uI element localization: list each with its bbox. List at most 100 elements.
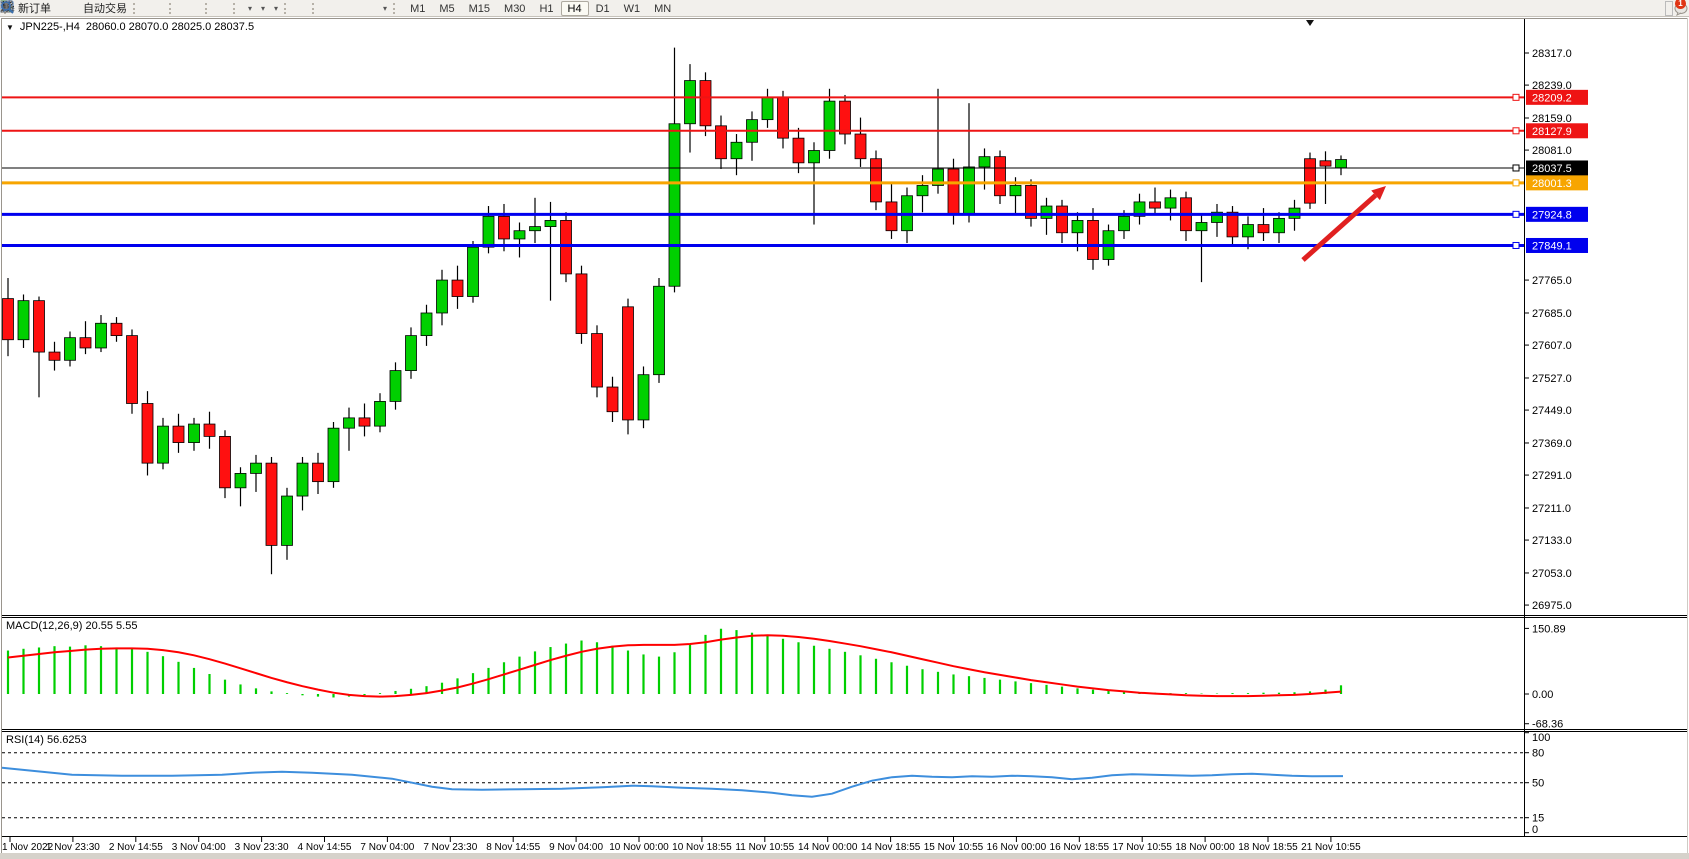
bar-chart-button[interactable] (0, 1, 151, 16)
svg-text:9 Nov 04:00: 9 Nov 04:00 (549, 842, 603, 853)
zoom-in-button[interactable] (0, 0, 187, 16)
chevron-down-icon: ▾ (383, 3, 388, 13)
svg-text:27685.0: 27685.0 (1532, 308, 1572, 320)
svg-text:15: 15 (1532, 813, 1544, 825)
svg-text:18 Nov 00:00: 18 Nov 00:00 (1175, 842, 1235, 853)
svg-text:28127.9: 28127.9 (1532, 126, 1572, 138)
svg-text:80: 80 (1532, 748, 1544, 760)
text-tool-button[interactable]: A (2, 0, 370, 16)
window-menu-icon[interactable]: ▼ (6, 22, 14, 32)
svg-text:3 Nov 04:00: 3 Nov 04:00 (172, 842, 226, 853)
signals-button[interactable] (1, 1, 79, 16)
svg-text:28001.3: 28001.3 (1532, 178, 1572, 190)
svg-text:27211.0: 27211.0 (1532, 503, 1571, 515)
svg-text:28159.0: 28159.0 (1532, 113, 1572, 125)
indicators-button[interactable]: ▾ (0, 1, 256, 16)
auto-scroll-button[interactable] (0, 1, 223, 16)
timeframe-mn-button[interactable]: MN (647, 1, 678, 16)
svg-text:8 Nov 14:55: 8 Nov 14:55 (486, 842, 540, 853)
line-chart-button[interactable] (0, 1, 167, 16)
notification-badge: 1 (1675, 0, 1686, 9)
svg-text:10 Nov 00:00: 10 Nov 00:00 (609, 842, 669, 853)
new-order-button[interactable]: 新订单 (0, 0, 55, 16)
svg-text:21 Nov 10:55: 21 Nov 10:55 (1301, 842, 1361, 853)
text-label-tool-button[interactable]: T (0, 1, 378, 16)
toolbar-grip[interactable] (169, 2, 175, 14)
svg-text:27849.1: 27849.1 (1532, 240, 1572, 252)
equidistant-channel-tool-button[interactable]: E (0, 1, 354, 16)
toolbar-grip[interactable] (205, 2, 211, 14)
svg-text:1 Nov 2022: 1 Nov 2022 (2, 842, 54, 853)
svg-text:16 Nov 18:55: 16 Nov 18:55 (1050, 842, 1110, 853)
svg-text:4 Nov 14:55: 4 Nov 14:55 (298, 842, 352, 853)
vertical-line-tool-button[interactable] (4, 1, 330, 16)
macd-pane[interactable] (2, 618, 1524, 729)
periods-button[interactable]: ▾ (0, 0, 269, 16)
fibonacci-tool-button[interactable]: F (1, 1, 362, 16)
svg-text:3 Nov 23:30: 3 Nov 23:30 (235, 842, 289, 853)
svg-text:F: F (11, 9, 15, 14)
svg-text:14 Nov 18:55: 14 Nov 18:55 (861, 842, 921, 853)
main-chart-pane[interactable] (2, 19, 1524, 615)
svg-text:11 Nov 10:55: 11 Nov 10:55 (735, 842, 794, 853)
svg-text:7 Nov 23:30: 7 Nov 23:30 (423, 842, 477, 853)
timeframe-h4-button[interactable]: H4 (560, 0, 589, 16)
trendline-tool-button[interactable] (0, 0, 346, 16)
crosshair-tool-button[interactable] (1, 1, 310, 16)
svg-text:17 Nov 10:55: 17 Nov 10:55 (1112, 842, 1172, 853)
svg-text:28081.0: 28081.0 (1532, 145, 1572, 157)
templates-button[interactable]: ▾ (0, 1, 282, 16)
svg-text:26975.0: 26975.0 (1532, 600, 1572, 612)
svg-text:28209.2: 28209.2 (1532, 92, 1572, 104)
horizontal-line-tool-button[interactable] (1, 1, 338, 16)
toolbar-grip[interactable] (312, 2, 318, 14)
arrows-tool-button[interactable]: ▾ (1, 1, 391, 16)
search-button[interactable] (1, 0, 1673, 16)
cursor-tool-button[interactable] (3, 1, 302, 16)
chart-shift-button[interactable] (0, 1, 231, 16)
search-icon (1, 1, 14, 14)
timeframe-m1-button[interactable]: M1 (403, 1, 432, 16)
candlestick-chart-button[interactable] (0, 1, 159, 16)
svg-text:14 Nov 00:00: 14 Nov 00:00 (798, 842, 858, 853)
time-axis[interactable] (2, 837, 1524, 853)
toolbar-grip[interactable] (393, 2, 399, 14)
macd-indicator-label: MACD(12,26,9) 20.55 5.55 (6, 620, 138, 632)
timeframe-m15-button[interactable]: M15 (462, 1, 497, 16)
svg-text:27527.0: 27527.0 (1532, 373, 1572, 385)
svg-text:28239.0: 28239.0 (1532, 80, 1572, 92)
svg-text:2 Nov 14:55: 2 Nov 14:55 (109, 842, 163, 853)
rsi-pane[interactable] (2, 732, 1524, 836)
timeframe-d1-button[interactable]: D1 (589, 1, 617, 16)
toolbar-grip[interactable] (233, 2, 239, 14)
zoom-out-button[interactable] (0, 0, 195, 16)
svg-text:1 Nov 23:30: 1 Nov 23:30 (46, 842, 100, 853)
autotrading-button[interactable]: 自动交易 (0, 0, 131, 16)
timeframe-m30-button[interactable]: M30 (497, 1, 532, 16)
svg-text:7 Nov 04:00: 7 Nov 04:00 (360, 842, 414, 853)
toolbar-grip[interactable] (284, 2, 290, 14)
timeframe-m5-button[interactable]: M5 (432, 1, 461, 16)
svg-text:0: 0 (1532, 824, 1538, 836)
charts-window-button[interactable] (0, 1, 71, 16)
chevron-down-icon: ▾ (274, 3, 279, 13)
svg-text:50: 50 (1532, 778, 1544, 790)
timeframe-w1-button[interactable]: W1 (617, 1, 648, 16)
svg-text:15 Nov 10:55: 15 Nov 10:55 (924, 842, 984, 853)
svg-text:28317.0: 28317.0 (1532, 48, 1572, 60)
chevron-down-icon: ▾ (261, 3, 266, 13)
community-button[interactable]: 1 (1673, 0, 1688, 16)
svg-text:150.89: 150.89 (1532, 623, 1566, 635)
ohlc-quote-label: 28060.0 28070.0 28025.0 28037.5 (85, 21, 255, 33)
svg-text:27133.0: 27133.0 (1532, 535, 1572, 547)
symbol-period-label: JPN225-,H4 (19, 21, 80, 33)
timeframe-h1-button[interactable]: H1 (532, 1, 560, 16)
tile-windows-button[interactable] (0, 0, 203, 16)
toolbar-grip[interactable] (133, 2, 139, 14)
chevron-down-icon: ▾ (248, 3, 253, 13)
styler-button[interactable] (0, 0, 63, 16)
price-axis[interactable] (1524, 19, 1594, 836)
svg-text:27607.0: 27607.0 (1532, 340, 1572, 352)
